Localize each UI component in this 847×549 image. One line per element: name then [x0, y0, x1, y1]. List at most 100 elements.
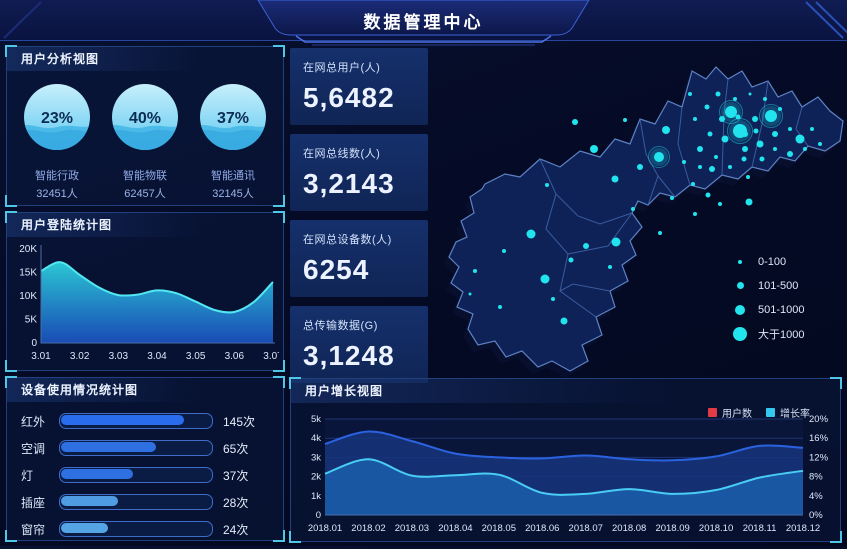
- bar-track: [59, 413, 213, 429]
- map-dot: [742, 146, 748, 152]
- map-dot: [735, 114, 741, 120]
- device-bar-row: 插座 28次: [21, 494, 271, 510]
- legend-item[interactable]: 增长率: [766, 405, 810, 420]
- liquid-gauge: 37% 智能通讯 32145人: [190, 81, 276, 201]
- map-dot: [583, 243, 589, 249]
- map-dot: [658, 231, 662, 235]
- map-dot-ring: [648, 146, 670, 168]
- x-axis-tick: 2018.03: [395, 523, 429, 534]
- stat-card: 在网总线数(人) 3,2143: [290, 134, 428, 211]
- bar-fill: [61, 523, 108, 533]
- map-dot: [590, 145, 598, 153]
- stat-card: 在网总设备数(人) 6254: [290, 220, 428, 297]
- device-value: 28次: [223, 495, 249, 510]
- login-line: [40, 261, 274, 314]
- map-dot: [773, 147, 777, 151]
- right-axis-tick: 12%: [809, 452, 829, 463]
- corner-bracket: [273, 45, 285, 57]
- bar-fill: [61, 415, 184, 425]
- map-dot: [611, 175, 619, 183]
- panel-title: 设备使用情况统计图: [7, 378, 283, 402]
- map-dot: [693, 117, 697, 121]
- stat-label: 在网总线数(人): [303, 148, 381, 160]
- bar-track: [59, 440, 213, 456]
- stat-label: 在网总设备数(人): [303, 234, 392, 246]
- right-axis-tick: 4%: [809, 491, 823, 502]
- map-dot: [473, 269, 477, 273]
- gauge-name: 智能物联: [123, 170, 167, 182]
- gauge-name: 智能通讯: [211, 170, 255, 182]
- map-dot: [810, 127, 814, 131]
- device-bar-row: 红外 145次: [21, 413, 271, 429]
- corner-bracket: [5, 45, 17, 57]
- map-dot: [787, 151, 793, 157]
- corner-bracket: [5, 195, 17, 207]
- map-legend-label: 501-1000: [758, 303, 805, 316]
- bar-track: [59, 521, 213, 537]
- map-legend-label: 大于1000: [758, 328, 805, 341]
- map-legend-dot: [736, 282, 744, 289]
- corner-bracket: [5, 211, 17, 223]
- x-axis-tick: 2018.09: [655, 523, 689, 534]
- region-map: 0-100 101-500 501-1000 大于1000: [428, 44, 847, 378]
- map-dot: [752, 116, 758, 122]
- panel-title: 用户登陆统计图: [7, 213, 283, 237]
- map-legend-dotbox: [732, 304, 748, 315]
- map-dot: [560, 317, 568, 325]
- map-dot: [795, 134, 805, 144]
- map-dot: [697, 146, 703, 152]
- map-dot: [709, 166, 715, 172]
- growth-chart-legend: 用户数 增长率: [708, 405, 810, 420]
- map-dot: [526, 229, 536, 239]
- login-area: [41, 262, 273, 343]
- map-dot: [759, 156, 765, 162]
- map-dot: [545, 183, 549, 187]
- bar-fill: [61, 469, 133, 479]
- left-axis-tick: 5k: [311, 414, 321, 425]
- map-dot: [631, 207, 635, 211]
- device-bar-row: 窗帘 24次: [21, 521, 271, 537]
- y-axis-tick: 10K: [19, 291, 37, 302]
- map-dot: [778, 107, 782, 111]
- corner-bracket: [5, 360, 17, 372]
- corner-bracket: [830, 531, 842, 543]
- map-dot: [637, 164, 643, 170]
- x-axis-tick: 2018.04: [438, 523, 472, 534]
- map-dot: [688, 92, 692, 96]
- liquid-gauge: 23% 智能行政 32451人: [14, 81, 100, 201]
- map-dot: [715, 91, 721, 97]
- y-axis-tick: 20K: [19, 244, 37, 255]
- right-axis-tick: 20%: [809, 414, 829, 425]
- panel-title: 用户增长视图: [291, 379, 840, 403]
- panel-user-growth: 用户增长视图 用户数 增长率 0 1k 2k 3k 4k 5k 0% 4% 8% 12% 16% 20%…: [289, 377, 842, 543]
- stat-card-column: 在网总用户(人) 5,6482 在网总线数(人) 3,2143 在网总设备数(人) 625…: [290, 48, 428, 383]
- map-legend-dotbox: [732, 282, 748, 289]
- stat-value: 5,6482: [303, 82, 395, 113]
- stat-card: 总传输数据(G) 3,1248: [290, 306, 428, 383]
- corner-bracket: [273, 360, 285, 372]
- stat-value: 6254: [303, 254, 370, 285]
- bar-track: [59, 467, 213, 483]
- x-axis-tick: 2018.11: [743, 523, 777, 534]
- x-axis-tick: 2018.07: [569, 523, 603, 534]
- map-dot: [772, 131, 778, 137]
- map-dot: [742, 131, 748, 137]
- map-dot: [748, 92, 752, 96]
- map-dot: [670, 196, 674, 200]
- x-axis-tick: 2018.02: [351, 523, 385, 534]
- map-legend-dot: [733, 326, 747, 341]
- map-dot: [705, 192, 711, 198]
- panel-title: 用户分析视图: [7, 47, 283, 71]
- legend-swatch: [766, 408, 775, 417]
- bar-track: [59, 494, 213, 510]
- svg-text:37%: 37%: [217, 110, 249, 127]
- legend-swatch: [708, 408, 717, 417]
- legend-item[interactable]: 用户数: [708, 405, 752, 420]
- map-dot: [704, 104, 710, 110]
- map-dot: [608, 265, 612, 269]
- map-dot: [746, 175, 750, 179]
- map-dot: [662, 126, 670, 134]
- right-axis-tick: 0%: [809, 510, 823, 521]
- panel-login-stats: 用户登陆统计图 0 5K 10K 15K 20K 3.01 3.02 3.03 3.04 3.05…: [5, 211, 285, 372]
- growth-line: [324, 458, 804, 496]
